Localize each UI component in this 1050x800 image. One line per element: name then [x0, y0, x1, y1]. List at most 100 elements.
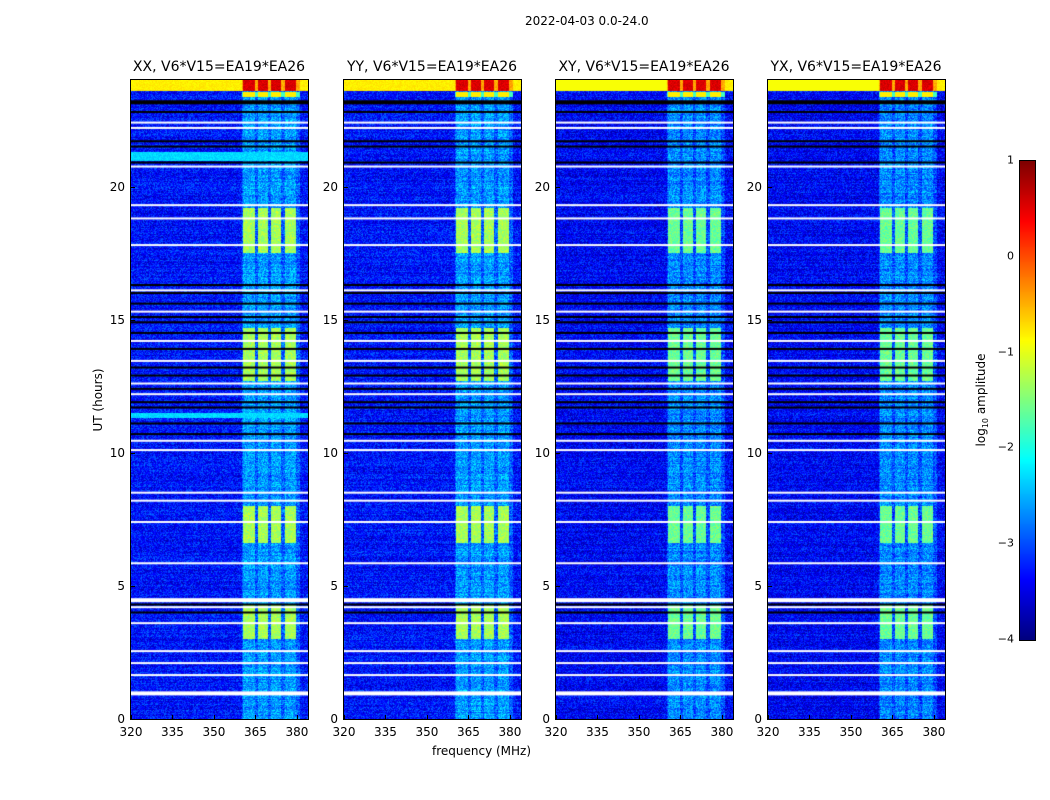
x-tick [344, 715, 345, 719]
spectrogram-panel [343, 79, 522, 720]
colorbar [1019, 160, 1036, 641]
x-tick-label: 380 [922, 725, 946, 739]
x-tick [809, 715, 811, 719]
spectrogram-image [768, 80, 945, 719]
x-tick [638, 715, 640, 719]
x-tick [892, 715, 894, 719]
colorbar-tick-label: 0 [1007, 249, 1014, 263]
y-tick-label: 15 [322, 312, 338, 327]
x-tick-label: 320 [119, 725, 143, 739]
y-tick [768, 585, 772, 587]
y-tick-label: 20 [322, 179, 338, 194]
y-tick-label: 0 [754, 712, 762, 726]
y-tick-label: 5 [330, 578, 338, 593]
y-tick-label: 0 [542, 712, 550, 726]
y-axis-label: UT (hours) [91, 368, 105, 432]
figure-title: 2022-04-03 0.0-24.0 [525, 14, 649, 28]
x-tick [680, 715, 682, 719]
panel-title: YY, V6*V15=EA19*EA26 [346, 59, 518, 75]
x-tick-label: 350 [202, 725, 226, 739]
x-tick [768, 715, 769, 719]
y-tick-label: 15 [109, 312, 125, 327]
x-tick [850, 715, 852, 719]
y-tick [556, 186, 560, 188]
y-tick [556, 452, 560, 454]
panel-title: XX, V6*V15=EA19*EA26 [132, 59, 306, 75]
y-tick [344, 186, 348, 188]
x-tick [385, 715, 387, 719]
y-tick [344, 585, 348, 587]
x-tick [556, 715, 557, 719]
x-tick-label: 365 [881, 725, 904, 739]
y-tick [768, 186, 772, 188]
x-tick [172, 715, 174, 719]
panel-title: YX, V6*V15=EA19*EA26 [770, 59, 942, 75]
colorbar-tick-label: −1 [997, 345, 1014, 359]
y-tick-label: 15 [746, 312, 762, 327]
y-tick-label: 5 [754, 578, 762, 593]
y-tick-label: 5 [542, 578, 550, 593]
y-tick-label: 0 [117, 712, 125, 726]
x-tick-label: 335 [798, 725, 821, 739]
spectrogram-image [556, 80, 733, 719]
x-tick [933, 715, 935, 719]
x-tick-label: 350 [627, 725, 651, 739]
y-tick [556, 585, 560, 587]
x-tick-label: 380 [498, 725, 522, 739]
x-tick-label: 335 [586, 725, 609, 739]
panel-title: XY, V6*V15=EA19*EA26 [558, 59, 730, 75]
y-tick-label: 10 [322, 445, 338, 460]
x-axis-label: frequency (MHz) [432, 744, 532, 758]
colorbar-tick-label: −2 [997, 440, 1014, 454]
y-tick [768, 719, 772, 720]
spectrogram-panel [767, 79, 946, 720]
x-tick-label: 380 [285, 725, 309, 739]
x-tick [131, 715, 132, 719]
colorbar-tick-label: −4 [997, 632, 1014, 646]
x-tick [255, 715, 257, 719]
y-tick [344, 452, 348, 454]
spectrogram-panel [130, 79, 309, 720]
x-tick-label: 365 [244, 725, 267, 739]
x-tick [509, 715, 511, 719]
y-tick [344, 319, 348, 321]
x-tick [426, 715, 428, 719]
colorbar-tick-label: 1 [1007, 153, 1014, 167]
x-tick [213, 715, 215, 719]
x-tick-label: 335 [161, 725, 184, 739]
y-tick-label: 20 [534, 179, 550, 194]
y-tick-label: 10 [109, 445, 125, 460]
y-tick [768, 319, 772, 321]
x-tick-label: 365 [669, 725, 692, 739]
y-tick-label: 10 [534, 445, 550, 460]
y-tick [131, 452, 135, 454]
x-tick-label: 380 [710, 725, 734, 739]
x-tick-label: 320 [332, 725, 356, 739]
y-tick-label: 0 [330, 712, 338, 726]
y-tick [131, 319, 135, 321]
x-tick-label: 335 [374, 725, 397, 739]
colorbar-label: log10 amplitude [973, 353, 991, 447]
x-tick-label: 320 [756, 725, 780, 739]
y-tick [344, 719, 348, 720]
y-tick [556, 719, 560, 720]
y-tick-label: 20 [109, 179, 125, 194]
x-tick-label: 365 [457, 725, 480, 739]
spectrogram-panel [555, 79, 734, 720]
x-tick-label: 350 [839, 725, 863, 739]
spectrogram-image [131, 80, 308, 719]
x-tick [597, 715, 599, 719]
x-tick-label: 350 [415, 725, 439, 739]
colorbar-tick-label: −3 [997, 536, 1014, 550]
spectrogram-image [344, 80, 521, 719]
x-tick [296, 715, 298, 719]
y-tick-label: 10 [746, 445, 762, 460]
y-tick-label: 5 [117, 578, 125, 593]
x-tick [721, 715, 723, 719]
y-tick [768, 452, 772, 454]
x-tick [468, 715, 470, 719]
y-tick-label: 15 [534, 312, 550, 327]
y-tick [131, 585, 135, 587]
y-tick [131, 186, 135, 188]
